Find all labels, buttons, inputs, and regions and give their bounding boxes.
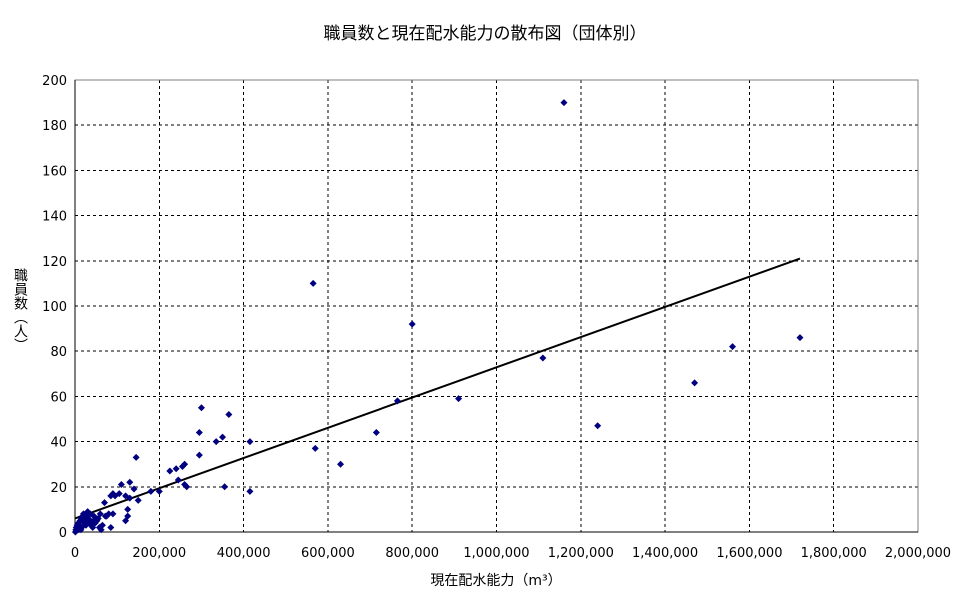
y-tick-label: 160: [42, 164, 67, 179]
scatter-point: [130, 485, 138, 493]
x-tick-layer: 0 200,000 400,000 600,000 800,000 1,000,000 1,…: [71, 546, 951, 561]
scatter-point: [97, 526, 105, 534]
scatter-point: [311, 444, 319, 452]
scatter-point: [729, 343, 737, 351]
scatter-point: [309, 279, 317, 287]
x-tick-label: 1,400,000: [632, 546, 698, 561]
scatter-point: [155, 487, 163, 495]
scatter-point: [195, 429, 203, 437]
scatter-point: [183, 483, 191, 491]
data-points: [71, 99, 804, 536]
scatter-point: [174, 476, 182, 484]
x-tick-label: 1,800,000: [801, 546, 867, 561]
y-tick-label: 200: [42, 74, 67, 89]
y-tick-label: 40: [50, 436, 67, 451]
y-axis-title: 職員数（人）: [12, 268, 28, 352]
scatter-point: [85, 519, 93, 527]
scatter-point: [86, 510, 94, 518]
scatter-point: [221, 483, 229, 491]
scatter-point: [101, 512, 109, 520]
scatter-point: [195, 451, 203, 459]
y-tick-label: 0: [59, 526, 67, 541]
scatter-point: [124, 505, 132, 513]
scatter-point: [76, 523, 84, 531]
scatter-point: [134, 496, 142, 504]
x-tick-label: 1,200,000: [548, 546, 614, 561]
scatter-point: [197, 404, 205, 412]
y-tick-label: 80: [50, 345, 67, 360]
y-tick-label: 140: [42, 210, 67, 225]
scatter-point: [101, 499, 109, 507]
x-axis-title: 現在配水能力（m³）: [430, 573, 561, 589]
y-tick-label: 180: [42, 119, 67, 134]
y-tick-label: 100: [42, 300, 67, 315]
chart-title: 職員数と現在配水能力の散布図（団体別）: [324, 24, 647, 44]
scatter-point: [93, 517, 101, 525]
scatter-point: [147, 487, 155, 495]
scatter-point: [560, 99, 568, 107]
scatter-point: [126, 478, 134, 486]
trendline: [74, 257, 801, 520]
scatter-point: [132, 453, 140, 461]
y-tick-label: 120: [42, 255, 67, 270]
scatter-point: [172, 465, 180, 473]
grid-layer: [75, 79, 919, 532]
y-tick-label: 60: [50, 390, 67, 405]
x-tick-label: 200,000: [132, 546, 186, 561]
x-tick-label: 1,000,000: [463, 546, 529, 561]
y-tick-layer: 0 20 40 60 80 100 120 140 160 180 200: [42, 74, 67, 541]
x-tick-label: 400,000: [217, 546, 271, 561]
scatter-point: [225, 410, 233, 418]
scatter-point: [796, 334, 804, 342]
x-tick-label: 0: [71, 546, 79, 561]
scatter-point: [408, 320, 416, 328]
scatter-point: [89, 523, 97, 531]
scatter-point: [246, 487, 254, 495]
scatter-point: [166, 467, 174, 475]
scatter-point: [107, 492, 115, 500]
x-tick-label: 600,000: [301, 546, 355, 561]
scatter-point: [594, 422, 602, 430]
scatter-point: [539, 354, 547, 362]
x-tick-label: 1,600,000: [716, 546, 782, 561]
x-tick-label: 2,000,000: [885, 546, 951, 561]
scatter-point: [246, 438, 254, 446]
scatter-point: [212, 438, 220, 446]
scatter-point: [372, 429, 380, 437]
scatter-point: [117, 481, 125, 489]
scatter-point: [109, 510, 117, 518]
scatter-point: [393, 397, 401, 405]
scatter-point: [181, 460, 189, 468]
scatter-point: [107, 523, 115, 531]
axis-layer: [74, 80, 918, 533]
scatter-point: [337, 460, 345, 468]
scatter-point: [691, 379, 699, 387]
scatter-point: [219, 433, 227, 441]
y-tick-label: 20: [50, 481, 67, 496]
x-tick-label: 800,000: [385, 546, 439, 561]
scatter-point: [122, 517, 130, 525]
trendline-layer: [74, 257, 801, 520]
scatter-point: [455, 395, 463, 403]
scatter-point: [126, 494, 134, 502]
